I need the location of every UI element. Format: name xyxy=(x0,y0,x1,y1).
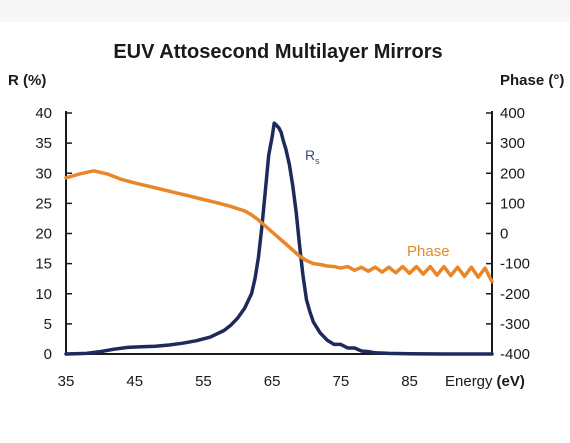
series-layer xyxy=(64,121,494,356)
x-tick-label: 65 xyxy=(264,373,281,390)
y-right-tick-label: -300 xyxy=(500,316,530,333)
x-axis-title: Energy (eV) xyxy=(445,373,525,390)
y-right-tick-label: 400 xyxy=(500,105,525,122)
y-left-tick-label: 25 xyxy=(35,195,52,212)
y-left-tick-labels: 0 5 10 15 20 25 30 35 40 xyxy=(35,105,72,363)
chart-title: EUV Attosecond Multilayer Mirrors xyxy=(113,41,442,63)
x-tick-label: 75 xyxy=(332,373,349,390)
x-tick-labels: 35 45 55 65 75 85 xyxy=(58,373,418,390)
phase-annotation: Phase xyxy=(407,243,450,260)
y-left-tick-label: 15 xyxy=(35,256,52,273)
y-left-tick-label: 40 xyxy=(35,105,52,122)
y-right-tick-label: 0 xyxy=(500,226,508,243)
y-left-tick-label: 0 xyxy=(44,346,52,363)
y-left-tick-label: 10 xyxy=(35,286,52,303)
y-right-tick-label: 300 xyxy=(500,135,525,152)
x-axis-title-prefix: Energy xyxy=(445,373,493,390)
x-tick-label: 85 xyxy=(401,373,418,390)
y-right-tick-label: 100 xyxy=(500,195,525,212)
y-right-tick-label: 200 xyxy=(500,165,525,182)
y-axis-right-title: Phase (°) xyxy=(500,72,564,89)
y-left-tick-label: 35 xyxy=(35,135,52,152)
top-strip xyxy=(0,0,570,22)
x-tick-label: 45 xyxy=(126,373,143,390)
reflectivity-series-line xyxy=(64,121,494,356)
y-right-tick-label: -100 xyxy=(500,256,530,273)
y-left-tick-label: 20 xyxy=(35,226,52,243)
x-tick-label: 55 xyxy=(195,373,212,390)
y-right-tick-label: -400 xyxy=(500,346,530,363)
rs-annotation: Rs xyxy=(305,147,320,166)
rs-annotation-main: R xyxy=(305,147,315,163)
y-right-tick-labels: -400 -300 -200 -100 0 100 200 300 400 xyxy=(486,105,530,363)
rs-annotation-sub: s xyxy=(315,156,320,166)
y-left-tick-label: 5 xyxy=(44,316,52,333)
plot-axes xyxy=(65,111,493,355)
y-axis-left-title: R (%) xyxy=(8,72,46,89)
x-axis-title-unit: (eV) xyxy=(497,373,525,390)
y-left-tick-label: 30 xyxy=(35,165,52,182)
x-tick-label: 35 xyxy=(58,373,75,390)
phase-series-line xyxy=(64,169,494,284)
y-right-tick-label: -200 xyxy=(500,286,530,303)
